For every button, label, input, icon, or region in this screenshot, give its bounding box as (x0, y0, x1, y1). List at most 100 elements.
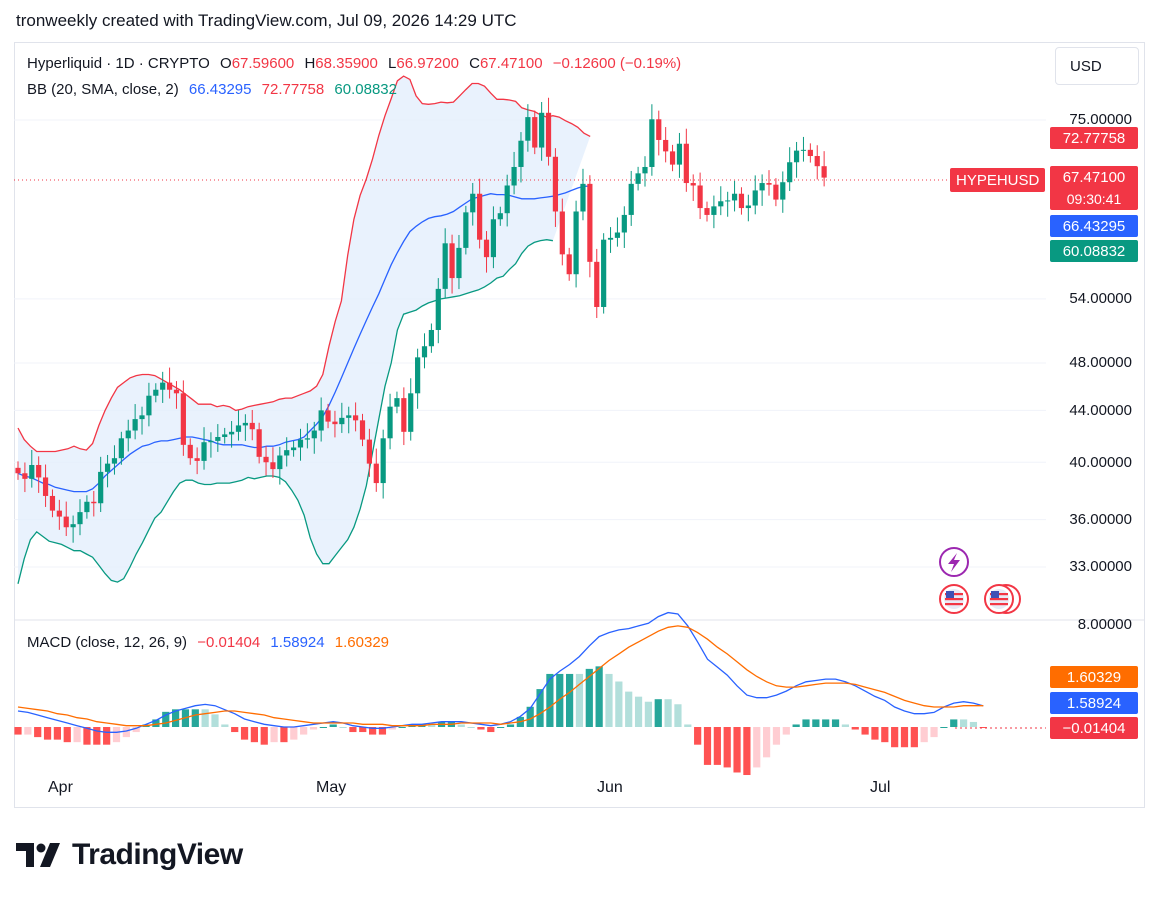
macd-histogram-bar (684, 724, 692, 727)
candle (29, 449, 35, 488)
candle-body (401, 398, 407, 432)
macd-histogram-bar (772, 727, 781, 745)
candle (780, 171, 786, 213)
macd-histogram-bar (812, 719, 820, 727)
macd-histogram-bar (753, 727, 761, 768)
candle-body (814, 156, 820, 167)
macd-histogram-bar (14, 727, 22, 735)
candle (98, 456, 104, 513)
candle-body (587, 183, 593, 262)
us-flag-event-group-icon[interactable] (984, 584, 1021, 614)
candle (559, 198, 565, 266)
candle (70, 515, 76, 543)
currency-button[interactable]: USD (1055, 47, 1139, 85)
candle-body (15, 467, 21, 474)
macd-histogram-bar (211, 714, 219, 727)
candle-body (807, 149, 813, 157)
macd-legend[interactable]: MACD (close, 12, 26, 9) −0.01404 1.58924… (27, 634, 395, 651)
candle (456, 234, 462, 290)
candle-body (738, 193, 745, 209)
candle-body (711, 206, 717, 215)
candle (297, 428, 304, 461)
candle-body (256, 429, 262, 457)
candle (470, 182, 476, 226)
candle-body (387, 406, 393, 439)
candle-body (477, 193, 483, 240)
macd-histogram-bar (881, 727, 889, 743)
candle-body (49, 495, 56, 511)
macd-histogram-bar (290, 727, 298, 740)
candle-body (160, 382, 166, 390)
candle (173, 381, 180, 409)
bar-countdown: 09:30:41 (1066, 191, 1122, 207)
candle (490, 206, 497, 269)
candle-body (29, 464, 35, 479)
candle (773, 178, 779, 207)
candle (669, 144, 676, 172)
candle (690, 174, 696, 201)
macd-histogram-bar (595, 666, 603, 727)
candle (676, 132, 683, 178)
macd-histogram-bar (526, 706, 534, 727)
candle-body (415, 357, 421, 394)
low-label: L (388, 55, 397, 72)
candle-body (752, 190, 758, 206)
candle (146, 382, 152, 427)
candle (532, 110, 538, 155)
candle (242, 414, 248, 441)
symbol-legend[interactable]: Hyperliquid · 1D · CRYPTO O67.59600 H68.… (27, 55, 687, 72)
candle-body (525, 117, 531, 141)
macd-histogram-bar (920, 727, 928, 743)
bb-legend[interactable]: BB (20, SMA, close, 2) 66.43295 72.77758… (27, 81, 403, 98)
price-tick: 44.00000 (1069, 402, 1132, 419)
candle-body (366, 439, 372, 464)
candle (49, 489, 56, 518)
candle (683, 128, 689, 192)
macd-histogram-bar (940, 727, 948, 728)
candle (194, 447, 200, 475)
macd-histogram-bar (536, 689, 544, 727)
candle (56, 499, 62, 530)
bollinger-upper-line (17, 75, 591, 453)
macd-histogram-bar (792, 724, 800, 727)
macd-histogram-bar (162, 711, 170, 727)
macd-histogram-bar (280, 727, 288, 743)
candle (111, 445, 118, 475)
candle (359, 413, 366, 447)
candle (22, 462, 28, 493)
candle (36, 456, 42, 493)
macd-histogram-bar (349, 727, 357, 733)
macd-histogram-bar (378, 727, 387, 735)
candle-body (594, 261, 600, 307)
candle (15, 461, 21, 480)
candle-body (656, 119, 662, 140)
us-flag-event-icon[interactable] (939, 584, 969, 614)
candle-body (353, 415, 359, 421)
candle (187, 438, 193, 465)
macd-histogram-bar (703, 727, 712, 765)
macd-histogram-bar (851, 727, 859, 730)
symbol-name: Hyperliquid · 1D · CRYPTO (27, 55, 210, 72)
event-lightning-icon[interactable] (939, 547, 969, 577)
macd-histogram-bar (674, 704, 682, 727)
candle-body (194, 458, 200, 461)
candle-body (428, 329, 434, 347)
candle (291, 440, 297, 457)
candle (415, 348, 421, 409)
macd-histogram-bar (369, 727, 377, 735)
candle (642, 156, 648, 187)
candle (511, 151, 517, 195)
candle (421, 333, 428, 369)
candle-body (215, 436, 221, 441)
macd-histogram-bar (112, 727, 121, 743)
candle-body (580, 183, 586, 212)
tradingview-logo[interactable]: TradingView (16, 838, 243, 872)
macd-histogram-bar (802, 719, 810, 727)
candle (353, 402, 359, 432)
candle (442, 228, 448, 298)
candle (180, 380, 186, 456)
candle-body (669, 151, 676, 165)
candle-body (173, 389, 180, 394)
candle (77, 499, 83, 536)
